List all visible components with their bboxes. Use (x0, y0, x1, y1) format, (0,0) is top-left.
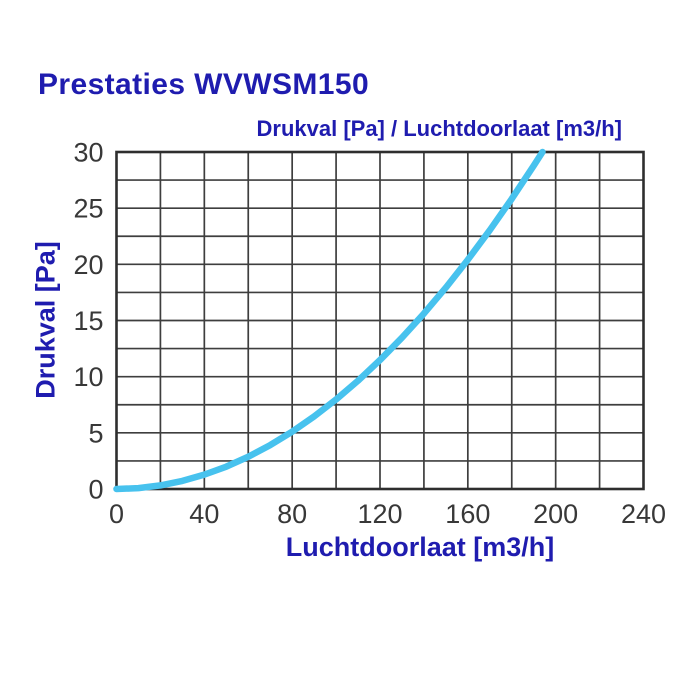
x-tick-label: 0 (109, 499, 124, 529)
y-tick-label: 5 (88, 418, 103, 448)
x-tick-label: 80 (277, 499, 307, 529)
y-tick-label: 20 (73, 250, 103, 280)
y-tick-label: 15 (73, 306, 103, 336)
y-tick-label: 25 (73, 194, 103, 224)
x-tick-label: 40 (189, 499, 219, 529)
y-tick-label: 10 (73, 362, 103, 392)
x-axis-title: Luchtdoorlaat [m3/h] (285, 532, 555, 562)
x-tick-label: 240 (621, 499, 666, 529)
x-tick-label: 200 (533, 499, 578, 529)
y-tick-label: 0 (88, 475, 103, 505)
performance-curve (113, 148, 546, 493)
page-title: Prestaties WVWSM150 (38, 68, 370, 101)
plot-border (115, 150, 645, 491)
x-tick-label: 120 (357, 499, 402, 529)
chart-subtitle: Drukval [Pa] / Luchtdoorlaat [m3/h] (256, 116, 623, 141)
y-tick-label: 30 (73, 138, 103, 168)
x-tick-label: 160 (445, 499, 490, 529)
